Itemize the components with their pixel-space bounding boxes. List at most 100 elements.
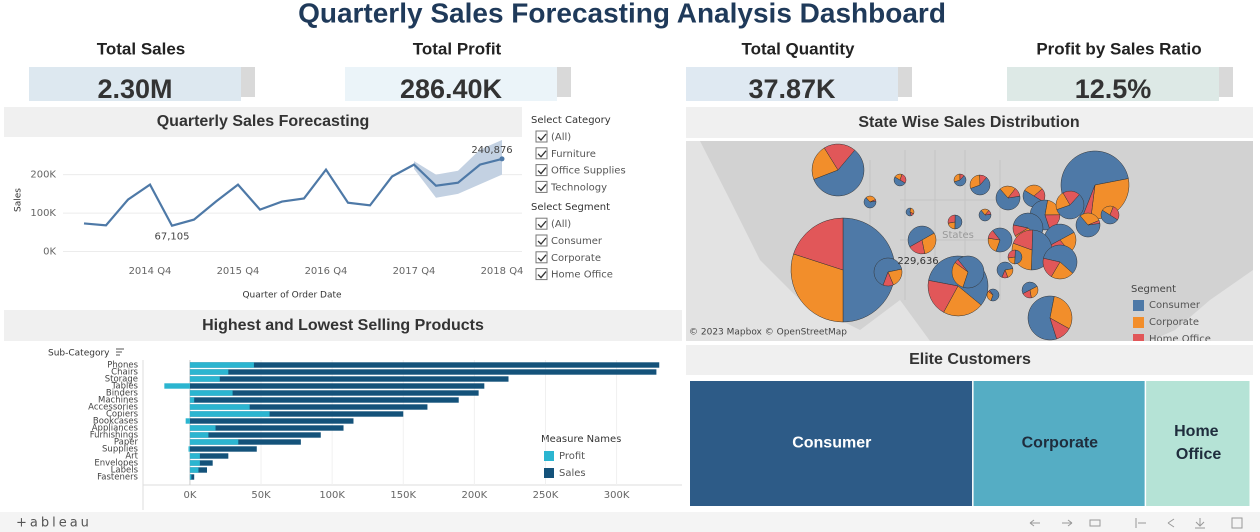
pie-slice bbox=[1109, 206, 1120, 221]
kpi-label: Total Profit bbox=[413, 39, 502, 58]
bar bbox=[189, 376, 220, 382]
panel-header bbox=[686, 107, 1253, 138]
bar bbox=[189, 390, 479, 396]
legend-label: Home Office bbox=[1149, 334, 1211, 345]
checkbox[interactable] bbox=[535, 130, 548, 143]
sort-icon[interactable] bbox=[116, 348, 124, 356]
checkbox[interactable] bbox=[535, 147, 548, 160]
panel-title: Quarterly Sales Forecasting bbox=[157, 113, 370, 130]
panel-header bbox=[686, 345, 1253, 375]
bar bbox=[189, 376, 509, 382]
filter-option[interactable]: Furniture bbox=[551, 149, 596, 160]
filter-option[interactable]: Office Supplies bbox=[551, 166, 626, 177]
kpi-box bbox=[345, 67, 557, 101]
legend-label: Corporate bbox=[1149, 317, 1199, 328]
checkbox[interactable] bbox=[535, 217, 548, 230]
checkmark bbox=[537, 237, 547, 245]
kpi-value: 2.30M bbox=[97, 74, 172, 104]
pie-slice bbox=[978, 210, 992, 222]
legend-label: Consumer bbox=[1149, 300, 1201, 311]
toolbar-icons[interactable] bbox=[1029, 517, 1243, 529]
pie-slice bbox=[1022, 289, 1032, 299]
pie-slice bbox=[970, 177, 991, 196]
bar bbox=[189, 425, 216, 431]
sales-line bbox=[83, 157, 503, 228]
filter-option[interactable]: (All) bbox=[551, 132, 571, 143]
bar bbox=[189, 369, 657, 375]
bar bbox=[189, 404, 250, 410]
bar bbox=[189, 397, 459, 403]
y-tick-label: Bookcases bbox=[93, 417, 139, 427]
pie-slice bbox=[1049, 296, 1073, 330]
legend-swatch bbox=[1133, 300, 1144, 311]
legend-swatch bbox=[544, 468, 554, 478]
checkbox[interactable] bbox=[535, 164, 548, 177]
bar bbox=[185, 418, 190, 424]
treemap-label: Home Office bbox=[1174, 423, 1223, 463]
kpi-box bbox=[1007, 67, 1219, 101]
bar bbox=[189, 383, 485, 389]
pie-slice bbox=[943, 285, 982, 317]
x-tick-label: 200K bbox=[462, 490, 488, 501]
forecast-band bbox=[414, 140, 502, 198]
kpi-label: Total Quantity bbox=[741, 39, 855, 58]
pie-slice bbox=[1075, 215, 1101, 238]
y-tick-label: Accessories bbox=[88, 403, 138, 413]
panel-header bbox=[4, 310, 682, 341]
x-tick-label: 2016 Q4 bbox=[305, 266, 348, 277]
legend-swatch bbox=[1133, 334, 1144, 341]
y-tick-label: Storage bbox=[105, 375, 138, 385]
checkmark bbox=[537, 183, 547, 192]
pie-slice bbox=[921, 232, 937, 255]
treemap-cell[interactable] bbox=[973, 381, 1145, 506]
footer-bar bbox=[0, 512, 1260, 532]
kpi-value: 286.40K bbox=[400, 74, 503, 104]
pie-slice bbox=[957, 255, 985, 289]
pie-slice bbox=[954, 259, 969, 273]
pie-slice bbox=[1007, 249, 1016, 259]
x-tick-label: 50K bbox=[251, 490, 271, 501]
bar bbox=[189, 397, 195, 403]
pie-slice bbox=[823, 143, 856, 171]
y-tick-label: Paper bbox=[114, 438, 139, 448]
checkbox[interactable] bbox=[535, 234, 548, 247]
kpi-scroll bbox=[1219, 67, 1233, 97]
pie-slice bbox=[909, 239, 926, 255]
bar bbox=[189, 439, 239, 445]
panel-title: Elite Customers bbox=[909, 351, 1031, 368]
x-tick-label: 250K bbox=[533, 490, 559, 501]
bar bbox=[189, 390, 233, 396]
pie-slice bbox=[811, 147, 839, 180]
y-tick-label: Art bbox=[125, 452, 138, 462]
y-tick-label: Phones bbox=[107, 361, 138, 371]
checkmark bbox=[537, 167, 547, 175]
checkbox[interactable] bbox=[535, 268, 548, 281]
filter-option[interactable]: Technology bbox=[550, 182, 607, 193]
filter-option[interactable]: Home Office bbox=[551, 270, 613, 281]
filter-option[interactable]: (All) bbox=[551, 219, 571, 230]
kpi-box bbox=[686, 67, 898, 101]
kpi-value: 12.5% bbox=[1075, 74, 1152, 104]
pie-slice bbox=[951, 262, 969, 288]
y-tick-label: Binders bbox=[106, 389, 139, 399]
pie-slice bbox=[1062, 190, 1080, 206]
x-tick-label: 2015 Q4 bbox=[217, 266, 260, 277]
pie-slice bbox=[873, 257, 902, 286]
bar bbox=[188, 446, 190, 452]
map-label: 229,636 bbox=[897, 256, 938, 267]
bar bbox=[189, 404, 428, 410]
y-axis-title: Sales bbox=[14, 188, 24, 212]
checkbox[interactable] bbox=[535, 180, 548, 193]
legend-swatch bbox=[544, 451, 554, 461]
treemap-cell[interactable] bbox=[690, 381, 973, 506]
pie-slice bbox=[1021, 281, 1038, 295]
pie-slice bbox=[1043, 244, 1078, 274]
bar bbox=[189, 362, 660, 368]
data-label: 67,105 bbox=[155, 232, 190, 243]
kpi-box bbox=[29, 67, 241, 101]
treemap-cell[interactable] bbox=[1146, 381, 1250, 506]
end-point bbox=[499, 156, 505, 162]
filter-option[interactable]: Consumer bbox=[551, 236, 603, 247]
filter-option[interactable]: Corporate bbox=[551, 253, 601, 264]
checkbox[interactable] bbox=[535, 251, 548, 264]
